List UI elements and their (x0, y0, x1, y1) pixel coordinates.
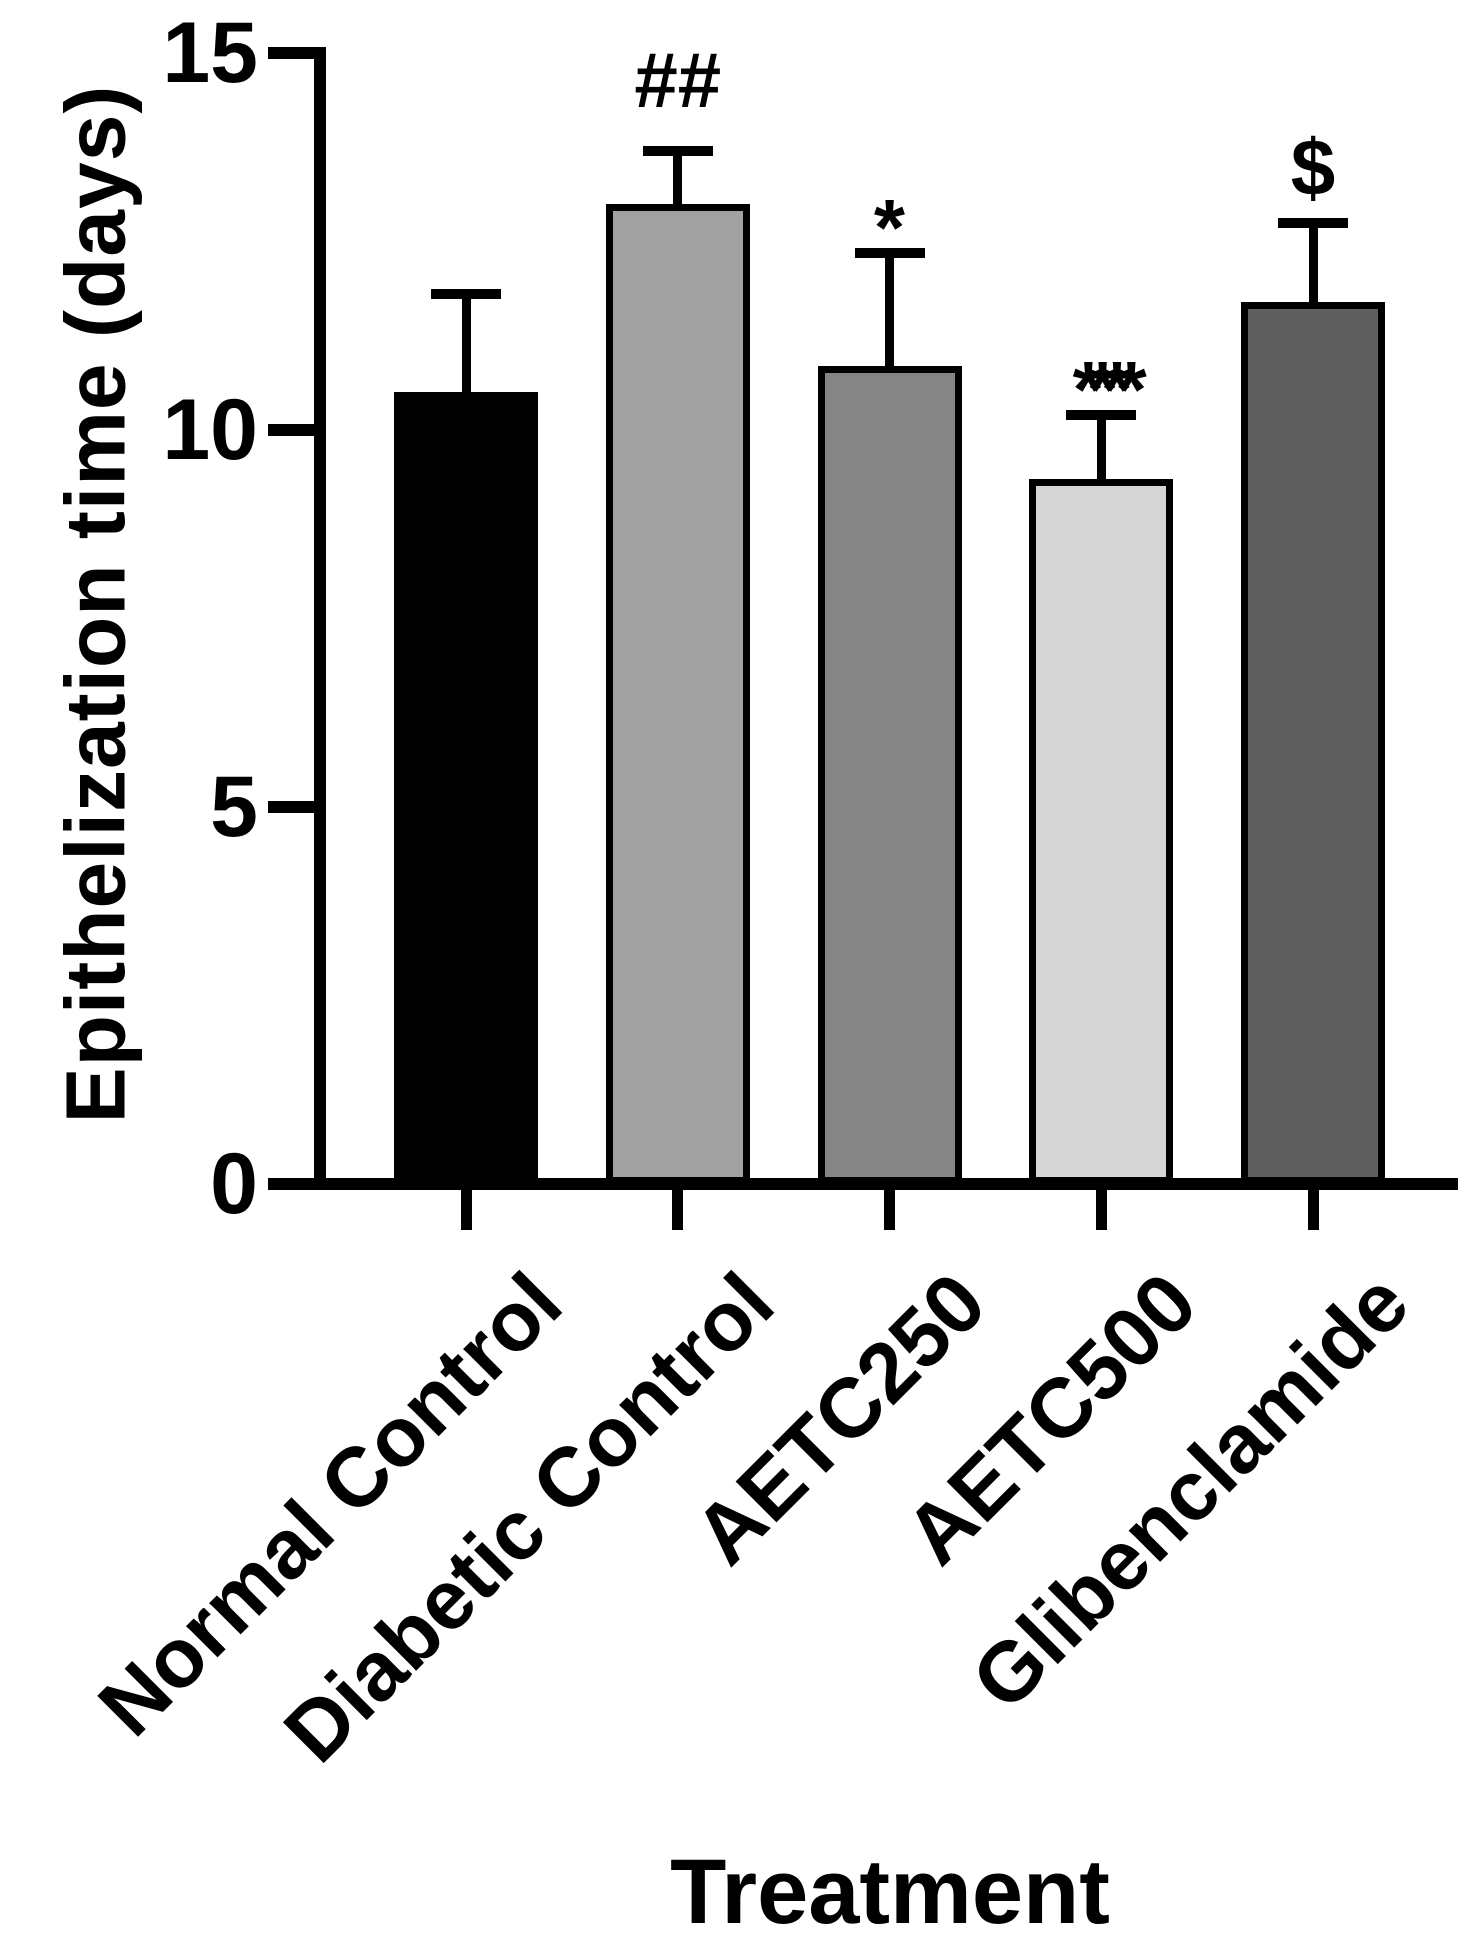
bar-aetc250 (817, 365, 962, 1184)
bar-aetc500 (1029, 479, 1174, 1184)
significance-annotation-aetc250: * (873, 182, 906, 272)
error-bar (673, 151, 683, 204)
bar-glibenclamide (1241, 301, 1385, 1184)
y-axis-tick (268, 47, 314, 59)
x-axis-tick (672, 1190, 684, 1230)
x-axis-tick (460, 1190, 472, 1230)
x-axis-title: Treatment (670, 1841, 1110, 1943)
y-axis-tick (268, 424, 314, 436)
error-bar (1308, 222, 1318, 302)
y-tick-label: 5 (210, 759, 258, 855)
significance-annotation-glibenclamide: $ (1290, 122, 1336, 212)
error-bar (1096, 414, 1106, 479)
error-bar (885, 252, 894, 366)
x-axis-tick (884, 1190, 895, 1230)
error-bar (461, 294, 471, 393)
significance-annotation-aetc500: **** (1072, 344, 1147, 434)
y-axis-tick (268, 1178, 314, 1190)
error-bar-cap (854, 247, 925, 258)
y-axis-line (314, 47, 326, 1190)
bar-normal-control (394, 392, 538, 1184)
y-axis-title: Epithelization time (days) (48, 84, 143, 1124)
significance-annotation-diabetic-control: ## (634, 36, 722, 125)
y-tick-label: 10 (162, 382, 258, 478)
y-tick-label: 15 (162, 5, 258, 101)
error-bar-cap (431, 289, 501, 300)
error-bar-cap (1066, 409, 1137, 420)
y-axis-tick (268, 801, 314, 813)
y-tick-label: 0 (210, 1136, 258, 1232)
error-bar-cap (642, 146, 713, 157)
bar-diabetic-control (605, 203, 750, 1184)
x-axis-tick (1307, 1190, 1319, 1230)
x-axis-tick (1095, 1190, 1107, 1230)
error-bar-cap (1278, 217, 1348, 228)
